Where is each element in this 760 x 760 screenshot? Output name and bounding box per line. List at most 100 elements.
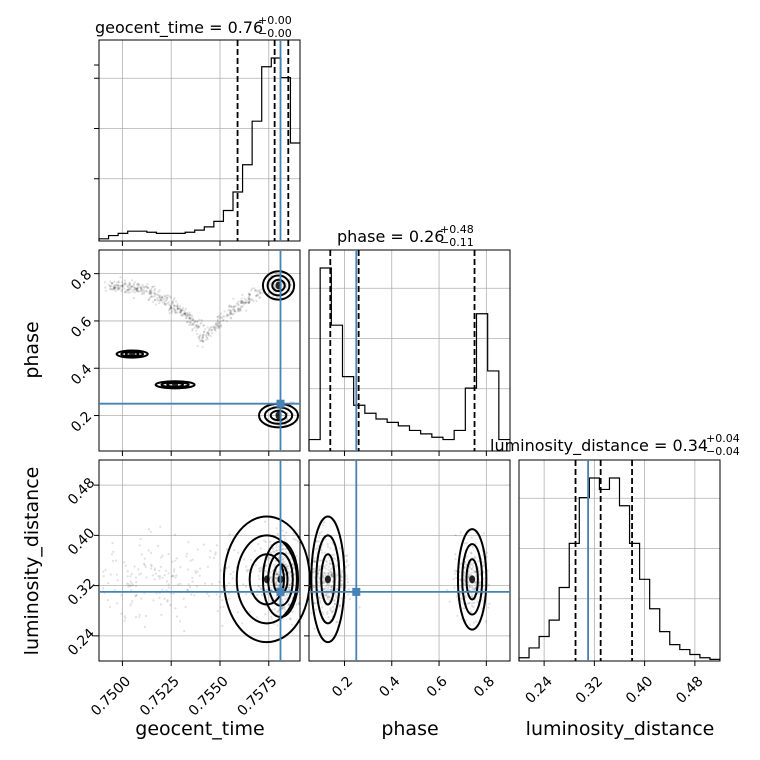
panel-geocent-time-vs-phase-sample-238 bbox=[175, 311, 178, 314]
panel-geocent-time-vs-luminosity-distance-sample-552 bbox=[127, 585, 130, 588]
panel-geocent-time-vs-luminosity-distance-sample-233 bbox=[159, 565, 162, 568]
panel-geocent-time-vs-phase-sample-607 bbox=[138, 290, 141, 293]
panel-phase-vs-luminosity-distance-sample-211 bbox=[487, 606, 490, 609]
panel-geocent-time-vs-phase-sample-287 bbox=[213, 327, 217, 330]
panel-geocent-time-vs-phase-sample-400 bbox=[237, 300, 240, 303]
panel-geocent-time-vs-phase-sample-309 bbox=[161, 296, 164, 299]
panel-phase-vs-luminosity-distance-sample-402 bbox=[466, 555, 469, 558]
panel-geocent-time-vs-phase-sample-543 bbox=[228, 304, 231, 307]
panel-phase-vs-luminosity-distance-sample-363 bbox=[473, 589, 476, 592]
panel-geocent-time-vs-phase-sample-58 bbox=[239, 299, 242, 303]
panel-geocent-time-vs-phase-sample-112 bbox=[277, 408, 281, 411]
panel-geocent-time-vs-luminosity-distance-sample-211 bbox=[189, 585, 192, 589]
panel-geocent-time-vs-luminosity-distance-sample-209 bbox=[194, 571, 197, 575]
panel-geocent-time-vs-luminosity-distance-sample-228 bbox=[269, 588, 273, 591]
panel-phase-vs-luminosity-distance-sample-217 bbox=[323, 572, 326, 575]
panel-geocent-time-vs-phase-sample-326 bbox=[226, 313, 229, 316]
panel-geocent-time-vs-luminosity-distance-sample-363 bbox=[285, 592, 288, 595]
panel-geocent-time-vs-phase-sample-96 bbox=[258, 290, 261, 293]
panel-geocent-time-vs-phase-sample-216 bbox=[206, 332, 209, 335]
y-tick-label-phase-2: 0.6 bbox=[68, 314, 95, 341]
panel-geocent-time-vs-phase-sample-437 bbox=[185, 314, 188, 317]
panel-geocent-time-vs-phase-sample-314 bbox=[150, 295, 153, 298]
panel-geocent-time-vs-phase-sample-536 bbox=[225, 320, 228, 323]
panel-geocent-time-vs-phase-samples bbox=[103, 269, 299, 429]
panel-geocent-time-vs-phase-sample-171 bbox=[196, 320, 199, 323]
panel-geocent-time-vs-phase-sample-255 bbox=[161, 298, 164, 301]
panel-geocent-time-vs-phase-sample-557 bbox=[179, 311, 182, 314]
panel-phase-vs-luminosity-distance-sample-621 bbox=[477, 560, 480, 563]
panel-geocent-time-vs-luminosity-distance-sample-50 bbox=[267, 556, 270, 559]
panel-phase-vs-luminosity-distance-sample-114 bbox=[316, 540, 319, 543]
panel-geocent-time-vs-luminosity-distance-sample-321 bbox=[143, 557, 146, 560]
panel-geocent-time-vs-phase-sample-491 bbox=[256, 293, 259, 296]
panel-geocent-time-vs-phase-sample-424 bbox=[222, 318, 225, 322]
panel-phase-vs-luminosity-distance-sample-31 bbox=[469, 563, 472, 566]
panel-geocent-time-vs-phase-sample-160 bbox=[289, 278, 292, 281]
panel-geocent-time-vs-luminosity-distance-sample-403 bbox=[210, 582, 214, 586]
panel-geocent-time-vs-luminosity-distance-sample-625 bbox=[264, 520, 267, 523]
panel-geocent-time-vs-phase-sample-226 bbox=[166, 302, 169, 305]
panel-geocent-time-vs-phase-sample-76 bbox=[230, 309, 233, 312]
panel-phase-vs-luminosity-distance-sample-91 bbox=[455, 576, 458, 579]
panel-phase-vs-luminosity-distance-sample-576 bbox=[484, 620, 487, 623]
x-axis-label-phase: phase bbox=[381, 718, 438, 740]
panel-geocent-time-vs-luminosity-distance-sample-272 bbox=[169, 592, 173, 595]
panel-phase-vs-luminosity-distance-sample-2 bbox=[470, 595, 473, 599]
panel-phase-vs-luminosity-distance-sample-35 bbox=[322, 567, 325, 570]
panel-geocent-time-vs-phase-sample-31 bbox=[174, 300, 178, 303]
panel-geocent-time-vs-phase-sample-343 bbox=[188, 311, 191, 314]
panel-geocent-time-vs-phase-sample-71 bbox=[132, 288, 135, 292]
panel-geocent-time-vs-luminosity-distance-sample-474 bbox=[283, 538, 286, 541]
panel-geocent-time-vs-luminosity-distance-sample-446 bbox=[157, 544, 160, 548]
panel-geocent-time-vs-luminosity-distance-sample-496 bbox=[158, 569, 161, 572]
panel-phase-vs-luminosity-distance-sample-561 bbox=[340, 573, 343, 577]
panel-geocent-time-vs-luminosity-distance-sample-151 bbox=[225, 585, 228, 588]
panel-phase-vs-luminosity-distance-sample-135 bbox=[471, 602, 474, 605]
panel-phase-vs-luminosity-distance-sample-325 bbox=[324, 594, 327, 597]
panel-phase-vs-luminosity-distance-sample-448 bbox=[318, 559, 321, 562]
panel-geocent-time-vs-phase-sample-574 bbox=[223, 310, 226, 313]
panel-phase-vs-luminosity-distance-sample-467 bbox=[322, 576, 325, 579]
panel-phase-vs-luminosity-distance-sample-586 bbox=[332, 610, 335, 613]
panel-geocent-time-vs-luminosity-distance-sample-580 bbox=[215, 544, 218, 547]
panel-geocent-time-vs-phase-sample-218 bbox=[200, 321, 203, 324]
panel-geocent-time-vs-phase-sample-181 bbox=[189, 317, 192, 320]
panel-geocent-time-vs-phase-sample-629 bbox=[123, 281, 127, 285]
panel-geocent-time-vs-phase-sample-305 bbox=[113, 286, 116, 289]
panel-phase-vs-luminosity-distance-sample-468 bbox=[331, 573, 334, 576]
panel-phase-vs-luminosity-distance-sample-589 bbox=[334, 565, 338, 568]
panel-geocent-time-vs-phase-sample-274 bbox=[118, 287, 121, 290]
panel-geocent-time-vs-luminosity-distance-sample-426 bbox=[282, 534, 285, 537]
panel-geocent-time-vs-luminosity-distance-sample-300 bbox=[272, 550, 275, 553]
panel-geocent-time-vs-phase-sample-338 bbox=[168, 307, 172, 310]
panel-geocent-time-vs-phase-sample-132 bbox=[104, 286, 107, 289]
panel-geocent-time-vs-phase-sample-478 bbox=[113, 280, 116, 283]
panel-geocent-time-vs-phase-sample-421 bbox=[192, 318, 195, 321]
panel-geocent-time-vs-luminosity-distance-sample-109 bbox=[287, 565, 290, 568]
panel-geocent-time-vs-phase-sample-134 bbox=[229, 311, 232, 314]
panel-geocent-time-vs-phase-sample-277 bbox=[163, 300, 166, 303]
panel-phase-vs-luminosity-distance-sample-498 bbox=[312, 570, 315, 573]
panel-geocent-time-vs-luminosity-distance-sample-512 bbox=[174, 533, 177, 536]
panel-geocent-time-vs-luminosity-distance-sample-404 bbox=[173, 568, 176, 571]
panel-phase-vs-luminosity-distance-sample-369 bbox=[474, 587, 477, 590]
panel-phase-vs-luminosity-distance-sample-49 bbox=[470, 610, 473, 613]
panel-geocent-time-vs-phase-sample-190 bbox=[175, 305, 178, 308]
panel-geocent-time-vs-phase-sample-214 bbox=[157, 294, 161, 297]
panel-geocent-time-vs-luminosity-distance-sample-602 bbox=[137, 568, 140, 571]
panel-geocent-time-vs-phase-sample-121 bbox=[173, 297, 176, 300]
panel-geocent-time-vs-luminosity-distance-sample-130 bbox=[167, 553, 170, 556]
panel-geocent-time-vs-luminosity-distance-sample-434 bbox=[110, 553, 114, 556]
panel-geocent-time-vs-luminosity-distance-sample-156 bbox=[257, 574, 260, 577]
panel-geocent-time-vs-phase-sample-284 bbox=[127, 288, 130, 291]
panel-geocent-time-vs-phase-sample-104 bbox=[153, 287, 156, 291]
panel-geocent-time-vs-luminosity-distance-sample-3 bbox=[152, 599, 155, 602]
panel-geocent-time-vs-luminosity-distance-sample-476 bbox=[102, 575, 105, 578]
panel-geocent-time-vs-phase-sample-410 bbox=[251, 298, 254, 301]
panel-geocent-time-vs-luminosity-distance-sample-520 bbox=[289, 617, 292, 620]
panel-geocent-time-vs-luminosity-distance-sample-333 bbox=[191, 558, 194, 561]
y-axis-label-phase: phase bbox=[21, 321, 43, 378]
panel-geocent-time-vs-phase-sample-258 bbox=[132, 284, 135, 287]
panel-geocent-time-vs-phase-sample-503 bbox=[133, 291, 136, 294]
